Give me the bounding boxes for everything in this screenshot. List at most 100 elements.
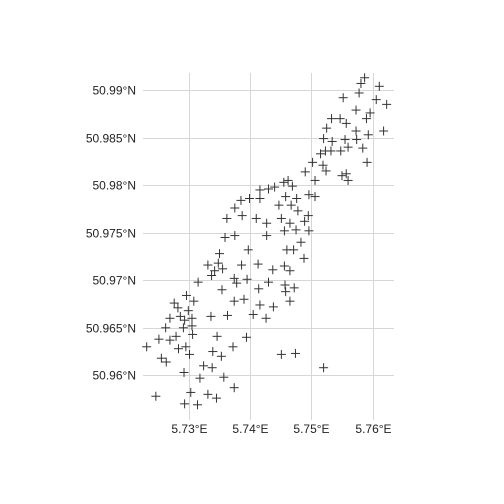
plus-marker (362, 114, 371, 123)
plus-marker (154, 335, 163, 344)
plus-marker (352, 126, 361, 135)
plus-marker (342, 169, 351, 178)
plus-marker (237, 261, 246, 270)
plus-marker (268, 265, 277, 274)
plus-marker (262, 314, 271, 323)
plus-marker (217, 352, 226, 361)
plus-marker (352, 106, 361, 115)
plus-marker (199, 361, 208, 370)
plus-marker (206, 312, 215, 321)
plus-marker (281, 287, 290, 296)
plus-marker (203, 390, 212, 399)
latitude-tick-label: 50.98°N (93, 179, 137, 193)
plus-marker (230, 274, 239, 283)
plus-marker (255, 300, 264, 309)
plus-marker (218, 264, 227, 273)
plus-marker (172, 332, 181, 341)
plus-marker (230, 231, 239, 240)
plus-marker (336, 114, 345, 123)
plus-marker (322, 124, 331, 133)
plus-marker (230, 383, 239, 392)
plus-marker (291, 349, 300, 358)
plus-marker (255, 185, 264, 194)
longitude-tick-label: 5.74°E (232, 422, 268, 436)
plus-marker (194, 278, 203, 287)
plus-marker (165, 336, 174, 345)
plus-marker (255, 194, 264, 203)
plus-marker (277, 214, 286, 223)
plus-marker (212, 394, 221, 403)
plus-marker (364, 130, 373, 139)
plus-marker (228, 342, 237, 351)
latitude-tick-label: 50.975°N (86, 227, 136, 241)
plus-marker (170, 299, 179, 308)
plus-marker (327, 114, 336, 123)
plus-marker (342, 119, 351, 128)
plus-marker (262, 231, 271, 240)
plus-marker (238, 211, 247, 220)
plus-marker (264, 278, 273, 287)
plus-marker (184, 306, 193, 315)
plus-marker (214, 259, 223, 268)
plus-marker (186, 388, 195, 397)
plus-marker (337, 171, 346, 180)
plus-marker (142, 342, 151, 351)
plus-marker (189, 297, 198, 306)
latitude-tick-label: 50.965°N (86, 322, 136, 336)
plus-marker (165, 314, 174, 323)
plus-marker (242, 333, 251, 342)
plus-marker (284, 176, 293, 185)
plus-marker (375, 82, 384, 91)
plus-marker (296, 238, 305, 247)
plus-marker (281, 281, 290, 290)
plus-marker (356, 79, 365, 88)
point-markers (142, 73, 391, 409)
plus-marker (363, 158, 372, 167)
plus-marker (203, 261, 212, 270)
plus-marker (215, 249, 224, 258)
latitude-tick-label: 50.97°N (93, 274, 137, 288)
plus-marker (358, 144, 367, 153)
plus-marker (161, 323, 170, 332)
plus-marker (157, 354, 166, 363)
plus-marker (344, 176, 353, 185)
plus-marker (254, 260, 263, 269)
plus-marker (339, 93, 348, 102)
plus-marker (326, 146, 335, 155)
plus-marker (219, 373, 228, 382)
plus-marker (289, 245, 298, 254)
plus-marker (274, 201, 283, 210)
plus-marker (319, 363, 328, 372)
plus-marker (280, 261, 289, 270)
plus-marker (173, 303, 182, 312)
latitude-tick-labels: 50.96°N50.965°N50.97°N50.975°N50.98°N50.… (86, 84, 136, 383)
plus-marker (352, 135, 361, 144)
plus-marker (277, 350, 286, 359)
plus-marker (287, 201, 296, 210)
plus-marker (180, 316, 189, 325)
plus-marker (151, 392, 160, 401)
plus-marker (193, 400, 202, 409)
plus-marker (208, 347, 217, 356)
plus-marker (187, 321, 196, 330)
plus-marker (288, 182, 297, 191)
plus-marker (382, 100, 391, 109)
plus-marker (174, 344, 183, 353)
longitude-tick-label: 5.73°E (171, 422, 207, 436)
plus-marker (176, 312, 185, 321)
plus-marker (293, 206, 302, 215)
plus-marker (269, 302, 278, 311)
plus-marker (300, 217, 309, 226)
plus-marker (262, 219, 271, 228)
plus-marker (230, 297, 239, 306)
plus-marker (223, 311, 232, 320)
plus-marker (232, 279, 241, 288)
plus-marker (230, 203, 239, 212)
plus-marker (360, 73, 369, 82)
plus-marker (252, 214, 261, 223)
latitude-tick-label: 50.99°N (93, 84, 137, 98)
plus-marker (245, 194, 254, 203)
plus-marker (290, 283, 299, 292)
plus-marker (185, 350, 194, 359)
